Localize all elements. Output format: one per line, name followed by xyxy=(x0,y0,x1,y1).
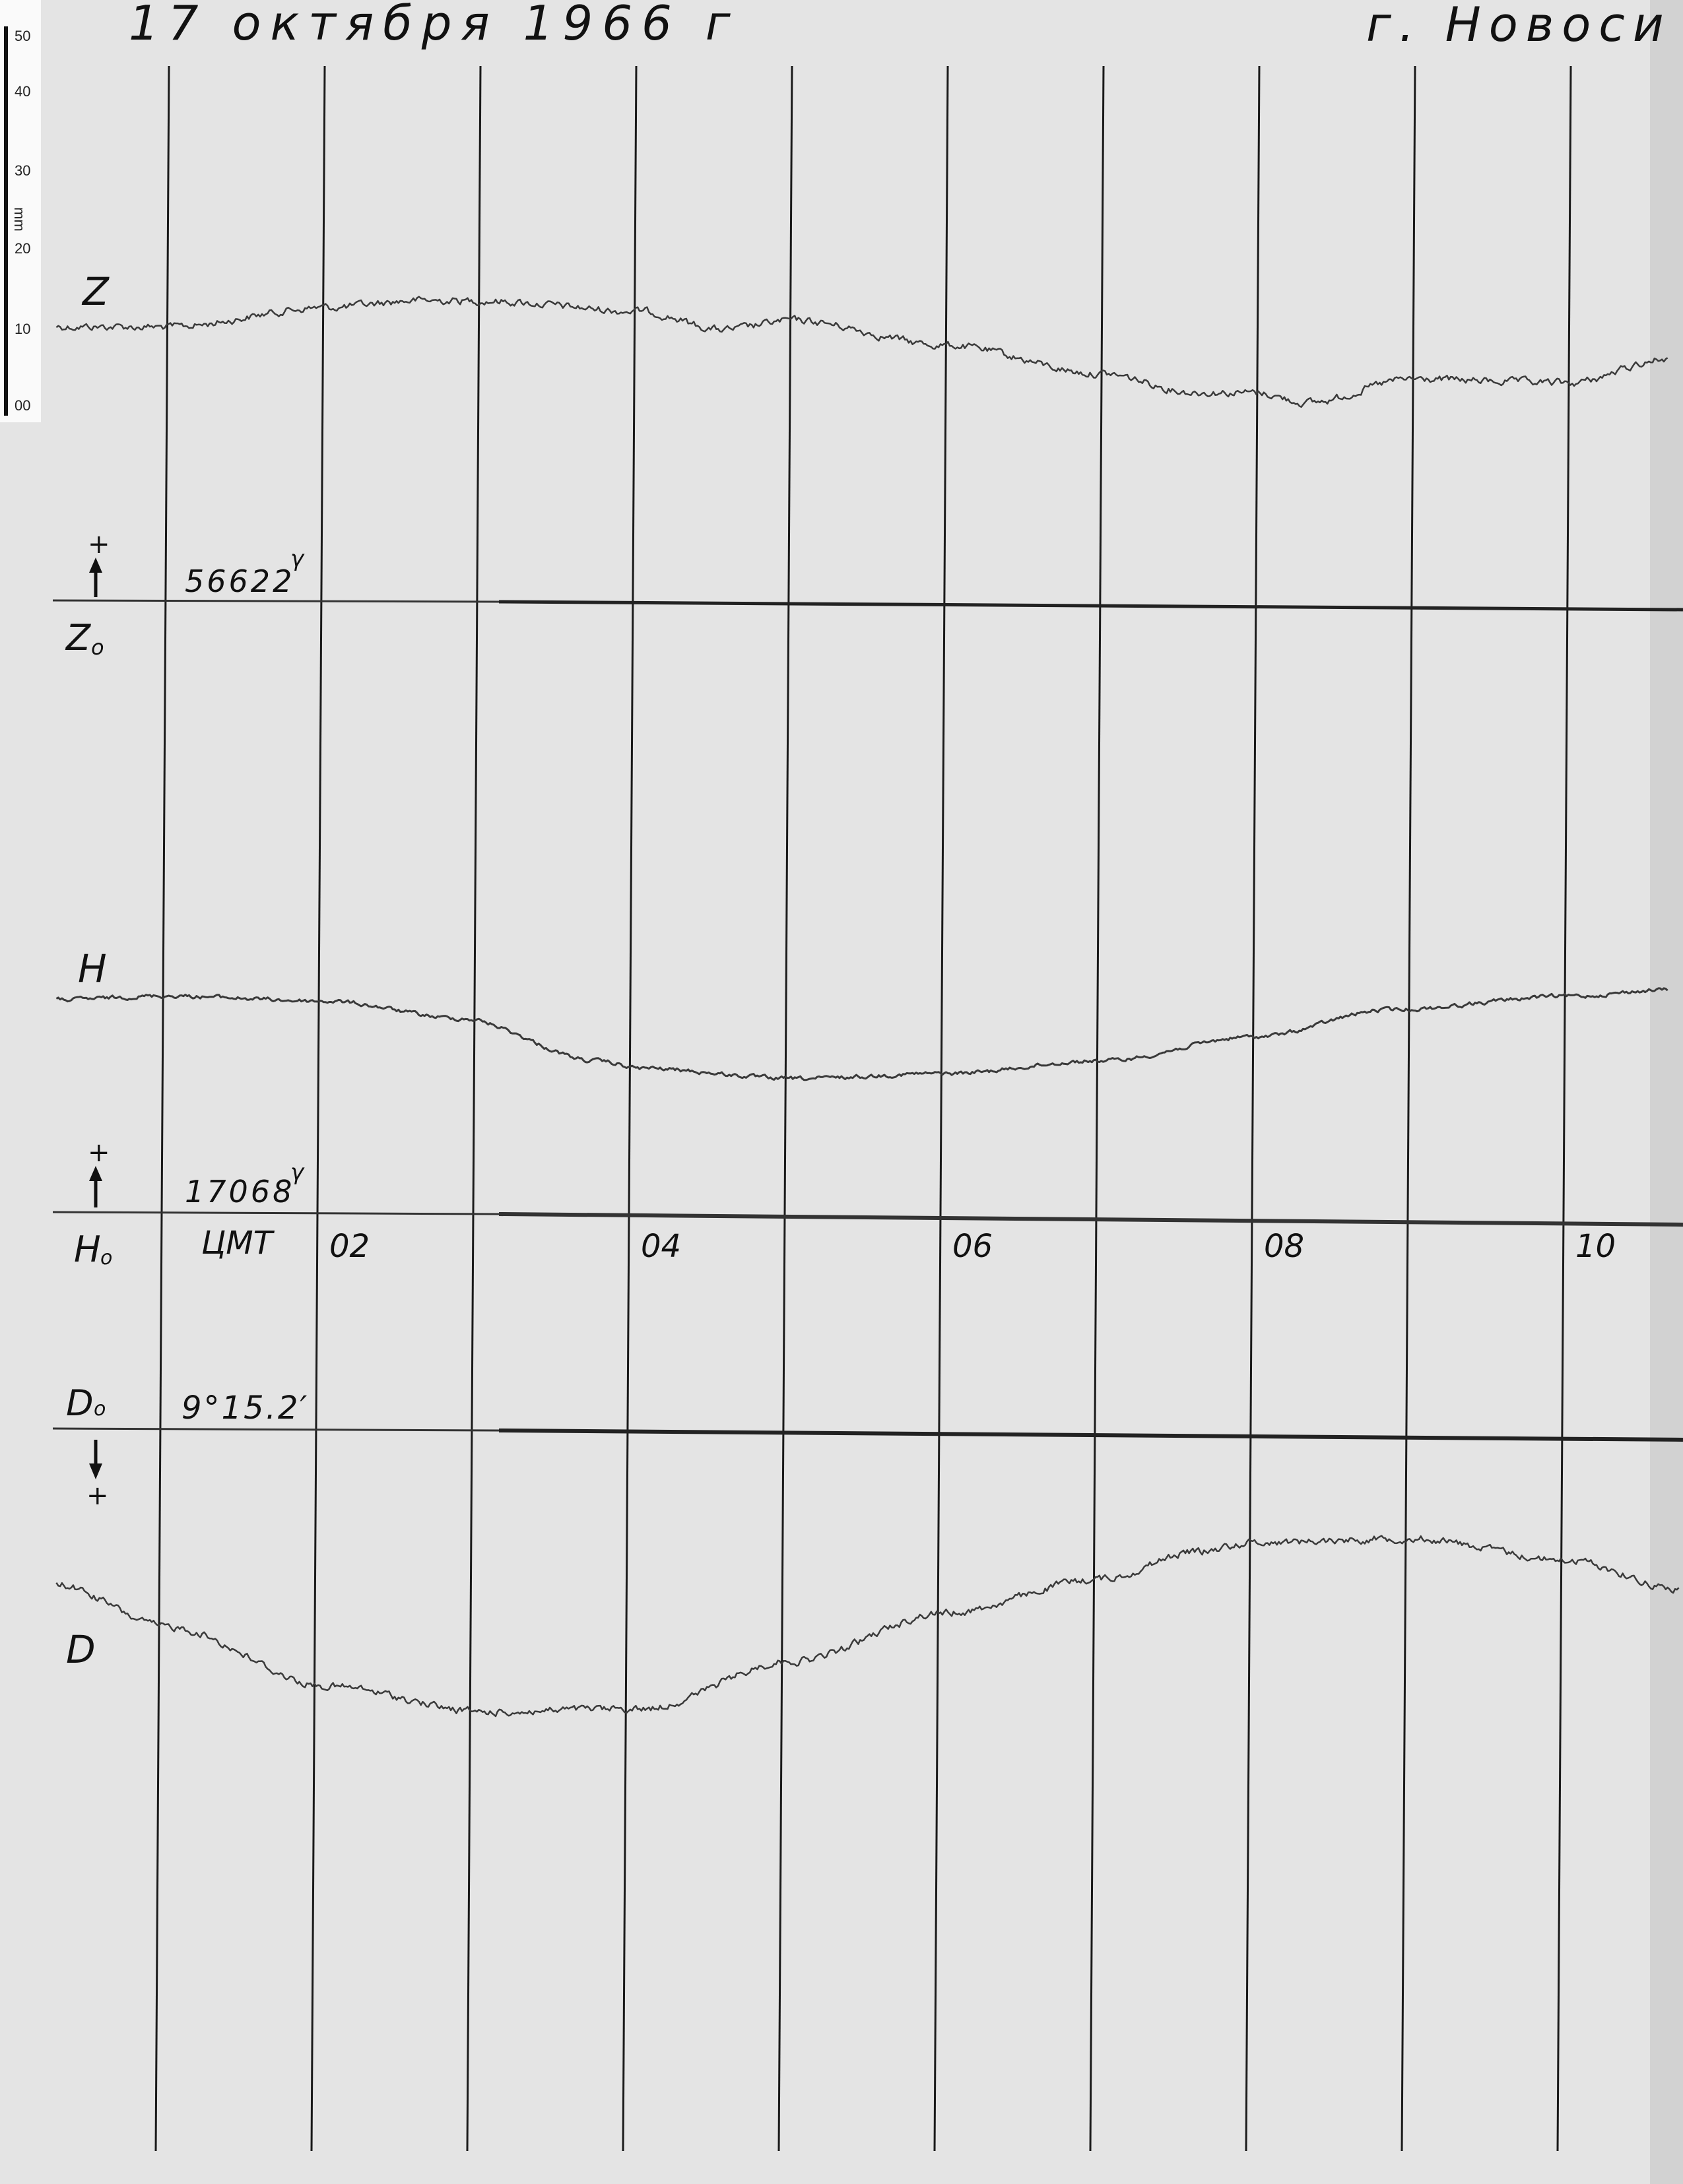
traces xyxy=(55,296,1680,1718)
z-baseline-thin xyxy=(52,599,500,603)
hour-tick-label: 06 xyxy=(952,1228,993,1265)
date-title: 17 октября 1966 г xyxy=(129,0,740,51)
trace-z xyxy=(55,296,1668,408)
h-baseline xyxy=(498,1212,1683,1227)
series-label-z: Z xyxy=(81,269,110,314)
h-baseline-unit: γ xyxy=(290,1159,305,1186)
ruler-unit: mm xyxy=(11,207,28,232)
hour-line xyxy=(1556,65,1572,2152)
d-down-arrow xyxy=(89,1440,102,1479)
ruler-tick-00: 00 xyxy=(15,397,30,414)
h0-label: H xyxy=(74,1229,101,1270)
z-baseline-unit: γ xyxy=(290,546,305,572)
z-up-arrow xyxy=(89,558,102,597)
h-baseline-thin xyxy=(52,1211,500,1215)
ruler-tick-40: 40 xyxy=(15,83,30,100)
ruler-tick-30: 30 xyxy=(15,162,30,179)
ruler-tick-50: 50 xyxy=(15,28,30,44)
place-title: г. Новоси xyxy=(1366,0,1672,52)
hour-tick-label: 08 xyxy=(1264,1228,1304,1265)
hour-line xyxy=(1401,65,1416,2152)
d0-label: D xyxy=(66,1382,94,1424)
d-baseline-value: 9°15.2′ xyxy=(182,1390,309,1427)
h-plus-sign: + xyxy=(88,1138,110,1168)
ruler-tick-10: 10 xyxy=(15,321,30,337)
hour-tick-label: 04 xyxy=(641,1228,681,1265)
z-baseline xyxy=(498,600,1683,612)
d0-subscript: o xyxy=(94,1397,106,1421)
hour-line xyxy=(777,65,793,2152)
ruler-tick-20: 20 xyxy=(15,240,30,257)
hour-line xyxy=(310,65,326,2152)
d-plus-sign: + xyxy=(86,1481,109,1511)
trace-d xyxy=(55,1535,1680,1718)
trace-h xyxy=(55,987,1668,1081)
hour-grid xyxy=(154,65,1572,2152)
hour-line xyxy=(154,65,170,2152)
h0-subscript: o xyxy=(100,1246,112,1269)
z0-subscript: o xyxy=(91,635,104,660)
mm-ruler: 50 40 30 mm 20 10 00 xyxy=(0,0,41,422)
baselines xyxy=(52,599,1683,1442)
paper-right-shadow xyxy=(1650,0,1683,2184)
hour-line xyxy=(1089,65,1105,2152)
h-up-arrow xyxy=(89,1166,102,1207)
series-label-h: H xyxy=(78,946,107,991)
d-baseline xyxy=(498,1429,1683,1442)
z-plus-sign: + xyxy=(88,529,110,560)
hour-tick-label: 02 xyxy=(329,1228,370,1265)
hour-line xyxy=(1245,65,1261,2152)
z-baseline-value: 56622 xyxy=(185,563,294,599)
hour-line xyxy=(466,65,482,2152)
d-baseline-thin xyxy=(52,1427,500,1432)
h-baseline-value: 17068 xyxy=(185,1174,294,1209)
z0-label: Z xyxy=(65,617,91,658)
series-label-d: D xyxy=(66,1627,96,1672)
hour-line xyxy=(622,65,638,2152)
hour-tick-label: 10 xyxy=(1575,1228,1616,1265)
time-system-label: ЦМТ xyxy=(201,1225,275,1262)
hour-line xyxy=(933,65,949,2152)
hour-labels: 02 04 06 08 10 xyxy=(329,1228,1616,1265)
